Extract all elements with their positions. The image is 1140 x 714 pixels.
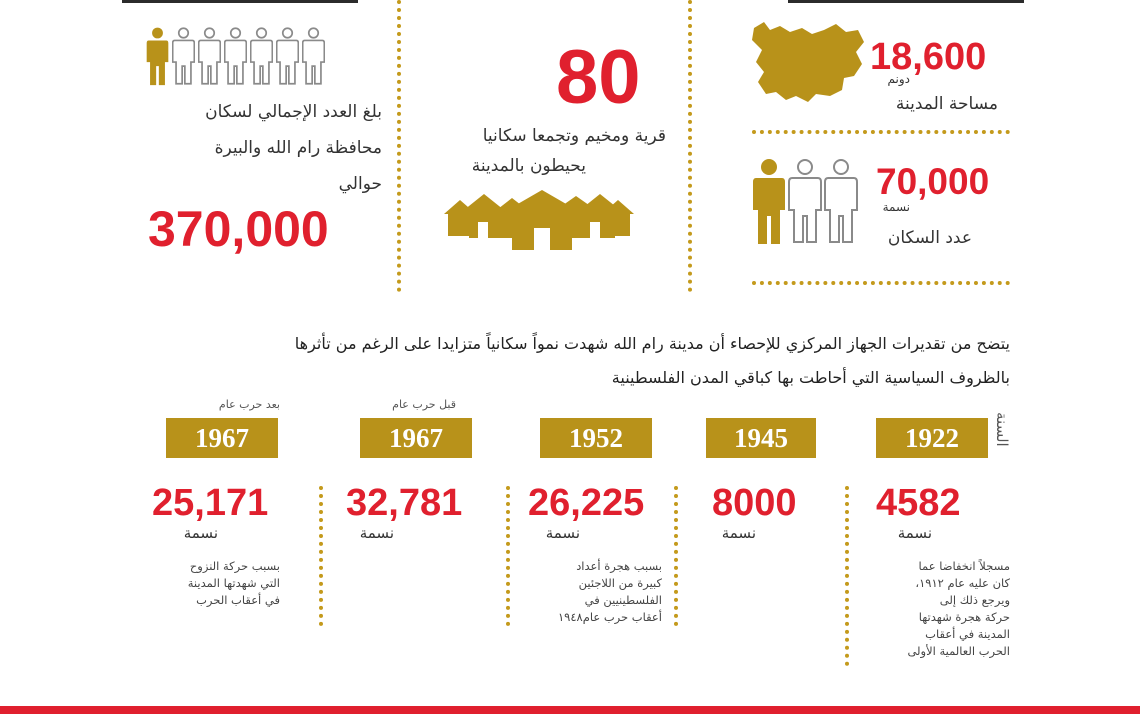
note-line: التي شهدتها المدينة xyxy=(187,576,280,590)
timeline-unit: نسمة xyxy=(897,524,932,542)
separator xyxy=(752,281,1010,285)
note-line: مسجلاً انخفاضا عما xyxy=(918,559,1010,573)
person-icon xyxy=(824,159,858,243)
map-silhouette-icon xyxy=(752,22,864,102)
note-line: كان عليه عام ١٩١٢، xyxy=(915,576,1010,590)
timeline-unit: نسمة xyxy=(721,524,756,542)
bottom-band xyxy=(0,706,1140,714)
note-line: بسبب حركة النزوح xyxy=(189,559,280,573)
population-value: 70,000 xyxy=(876,161,990,202)
timeline-value: 8000 xyxy=(712,482,797,524)
people-icon xyxy=(146,25,325,87)
year-box: 1967 xyxy=(166,418,278,458)
timeline-value: 26,225 xyxy=(528,482,645,524)
note-line: في أعقاب الحرب xyxy=(196,593,280,607)
note-line: ويرجع ذلك إلى xyxy=(939,593,1010,607)
timeline-note: مسجلاً انخفاضا عما كان عليه عام ١٩١٢، وي… xyxy=(907,558,1010,660)
person-icon xyxy=(276,27,299,85)
area-value: 18,600 xyxy=(870,36,987,78)
separator xyxy=(752,130,1010,134)
timeline-value: 4582 xyxy=(876,482,961,524)
villages-text-line2: يحيطون بالمدينة xyxy=(471,156,586,176)
year-box: 1952 xyxy=(540,418,652,458)
person-icon xyxy=(250,27,273,85)
note-line: المدينة في أعقاب xyxy=(925,627,1010,641)
timeline-unit: نسمة xyxy=(545,524,580,542)
timeline-above-label: قبل حرب عام xyxy=(392,398,456,411)
note-line: الفلسطينيين في xyxy=(584,593,662,607)
separator xyxy=(674,486,678,626)
separator xyxy=(506,486,510,626)
separator xyxy=(319,486,323,626)
separator xyxy=(397,0,401,292)
person-icon xyxy=(788,159,822,243)
year-box: 1922 xyxy=(876,418,988,458)
population-unit: نسمة xyxy=(882,200,910,214)
governorate-text-line3: حوالي xyxy=(338,174,382,194)
area-label: مساحة المدينة xyxy=(895,94,998,114)
intro-line2: بالظروف السياسية التي أحاطت بها كباقي ال… xyxy=(611,368,1010,387)
person-icon xyxy=(172,27,195,85)
person-icon xyxy=(753,159,785,244)
person-icon xyxy=(146,27,169,86)
separator xyxy=(845,486,849,666)
governorate-text-line1: بلغ العدد الإجمالي لسكان xyxy=(205,102,382,122)
villages-text-line1: قرية ومخيم وتجمعا سكانيا xyxy=(482,126,666,146)
timeline-value: 25,171 xyxy=(152,482,269,524)
top-bar-right xyxy=(788,0,1024,3)
person-icon xyxy=(224,27,247,85)
note-line: بسبب هجرة أعداد xyxy=(576,559,662,573)
note-line: أعقاب حرب عام١٩٤٨ xyxy=(557,610,662,624)
timeline-note: بسبب هجرة أعداد كبيرة من اللاجئين الفلسط… xyxy=(558,558,662,626)
timeline-unit: نسمة xyxy=(359,524,394,542)
people-icon xyxy=(752,158,858,244)
villages-value: 80 xyxy=(556,35,641,120)
governorate-value: 370,000 xyxy=(148,201,329,257)
year-box: 1945 xyxy=(706,418,816,458)
separator xyxy=(688,0,692,292)
note-line: كبيرة من اللاجئين xyxy=(578,576,662,590)
note-line: الحرب العالمية الأولى xyxy=(907,644,1010,658)
area-unit: دونم xyxy=(887,72,910,86)
timeline-above-label: بعد حرب عام xyxy=(218,398,280,411)
person-icon xyxy=(302,27,325,85)
year-box: 1967 xyxy=(360,418,472,458)
top-bar-left xyxy=(122,0,358,3)
houses-icon xyxy=(444,190,634,250)
governorate-text-line2: محافظة رام الله والبيرة xyxy=(214,138,382,158)
person-icon xyxy=(198,27,221,85)
population-label: عدد السكان xyxy=(887,228,972,248)
intro-line1: يتضح من تقديرات الجهاز المركزي للإحصاء أ… xyxy=(294,334,1010,353)
timeline-note: بسبب حركة النزوح التي شهدتها المدينة في … xyxy=(188,558,280,609)
timeline-unit: نسمة xyxy=(183,524,218,542)
timeline-value: 32,781 xyxy=(346,482,463,524)
note-line: حركة هجرة شهدتها xyxy=(918,610,1010,624)
year-axis-label: السنة xyxy=(993,412,1011,447)
